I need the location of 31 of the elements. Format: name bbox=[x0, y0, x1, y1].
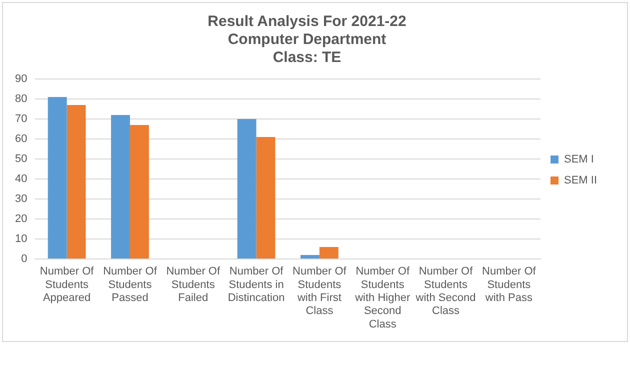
y-tick-label: 0 bbox=[21, 253, 28, 266]
bar bbox=[300, 255, 320, 258]
y-tick-label: 70 bbox=[14, 113, 28, 126]
x-tick-label: Number Of Students with Second Class bbox=[414, 266, 476, 318]
y-tick-label: 80 bbox=[14, 93, 28, 106]
bar bbox=[130, 125, 149, 258]
bar bbox=[111, 115, 130, 258]
y-tick-label: 90 bbox=[14, 73, 28, 86]
bar bbox=[66, 105, 86, 258]
x-tick-label: Number Of Students Failed bbox=[166, 266, 221, 304]
x-tick-label: Number Of Students with First Class bbox=[292, 266, 348, 318]
text: Computer Department bbox=[228, 31, 386, 48]
x-tick-label: Number Of Students Appeared bbox=[40, 266, 95, 304]
x-tick-label: Number Of Students in Distincation bbox=[228, 266, 285, 304]
legend-label: SEM I bbox=[564, 154, 594, 166]
y-tick-label: 50 bbox=[14, 153, 28, 166]
text: Result Analysis For 2021-22 bbox=[208, 13, 406, 30]
x-tick-label: Number Of Students Passed bbox=[103, 266, 158, 304]
y-tick-label: 30 bbox=[14, 193, 28, 206]
x-tick-label: Number Of Students with Pass bbox=[482, 266, 537, 304]
bar bbox=[48, 97, 67, 258]
legend-label: SEM II bbox=[564, 174, 598, 187]
x-tick-label: Number Of Students with Higher Second Class bbox=[354, 266, 410, 330]
y-tick-label: 60 bbox=[14, 133, 28, 146]
bar bbox=[237, 119, 256, 258]
text: Class: TE bbox=[272, 49, 342, 66]
y-tick-label: 20 bbox=[14, 213, 28, 226]
bar bbox=[319, 247, 338, 258]
bar bbox=[256, 137, 276, 258]
y-tick-label: 40 bbox=[14, 173, 28, 186]
y-tick-label: 10 bbox=[14, 233, 28, 246]
